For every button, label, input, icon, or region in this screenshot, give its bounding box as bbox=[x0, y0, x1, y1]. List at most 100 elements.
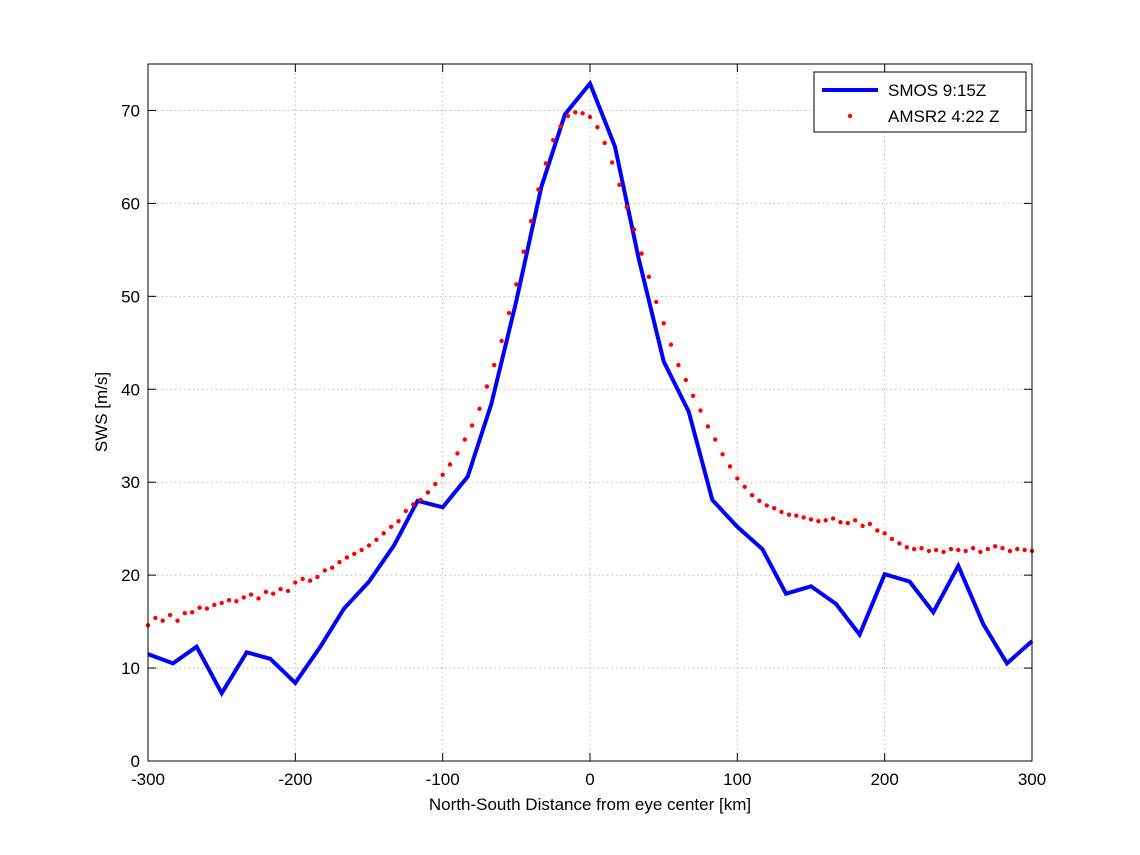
data-point-amsr2 bbox=[241, 595, 246, 600]
y-tick-label: 10 bbox=[121, 659, 140, 678]
data-point-amsr2 bbox=[558, 124, 563, 129]
data-point-amsr2 bbox=[411, 502, 416, 507]
data-point-amsr2 bbox=[668, 342, 674, 347]
data-point-amsr2 bbox=[830, 516, 836, 521]
data-point-amsr2 bbox=[838, 520, 843, 525]
data-point-amsr2 bbox=[948, 546, 954, 552]
data-point-amsr2 bbox=[867, 521, 873, 527]
data-point-amsr2 bbox=[713, 437, 718, 442]
grid-lines bbox=[148, 64, 1032, 761]
data-point-amsr2 bbox=[956, 547, 961, 553]
legend-label-amsr2: AMSR2 4:22 Z bbox=[888, 107, 1000, 126]
data-point-amsr2 bbox=[897, 541, 902, 546]
data-point-amsr2 bbox=[226, 598, 232, 603]
data-point-amsr2 bbox=[934, 547, 939, 553]
data-point-amsr2 bbox=[978, 549, 983, 555]
x-tick-label: 100 bbox=[723, 770, 751, 789]
data-point-amsr2 bbox=[764, 503, 769, 508]
data-point-amsr2 bbox=[772, 506, 777, 511]
data-point-amsr2 bbox=[271, 591, 276, 596]
data-point-amsr2 bbox=[293, 580, 298, 585]
x-tick-label: -200 bbox=[278, 770, 312, 789]
data-point-amsr2 bbox=[1007, 548, 1013, 554]
data-point-amsr2 bbox=[617, 182, 622, 187]
data-point-amsr2 bbox=[455, 451, 460, 456]
data-point-amsr2 bbox=[447, 462, 453, 467]
data-point-amsr2 bbox=[1015, 546, 1020, 552]
y-axis-label: SWS [m/s] bbox=[92, 372, 111, 452]
data-point-amsr2 bbox=[1000, 546, 1005, 551]
data-point-amsr2 bbox=[263, 589, 269, 595]
data-point-amsr2 bbox=[499, 338, 504, 344]
legend-box bbox=[813, 71, 1027, 133]
data-point-amsr2 bbox=[352, 551, 357, 556]
data-point-amsr2 bbox=[911, 546, 917, 552]
data-point-amsr2 bbox=[801, 515, 806, 520]
data-point-amsr2 bbox=[624, 204, 629, 210]
x-tick-label: -100 bbox=[426, 770, 460, 789]
data-point-amsr2 bbox=[565, 113, 571, 119]
data-point-amsr2 bbox=[433, 481, 438, 487]
data-point-amsr2 bbox=[418, 497, 423, 503]
data-point-amsr2 bbox=[602, 140, 607, 146]
data-point-amsr2 bbox=[381, 531, 386, 536]
data-point-amsr2 bbox=[219, 600, 224, 606]
data-point-amsr2 bbox=[860, 523, 865, 529]
data-point-amsr2 bbox=[153, 615, 158, 621]
data-point-amsr2 bbox=[256, 596, 261, 601]
y-tick-label: 20 bbox=[121, 566, 140, 585]
data-point-amsr2 bbox=[234, 599, 239, 604]
data-point-amsr2 bbox=[654, 299, 659, 305]
tick-labels: -300 -200 -100 0 100 200 300 0 10 20 30 40 50 60 70 bbox=[121, 101, 1046, 789]
data-point-amsr2 bbox=[425, 490, 431, 495]
series-line-smos bbox=[147, 79, 1034, 698]
data-point-amsr2 bbox=[469, 423, 475, 428]
y-tick-label: 50 bbox=[121, 287, 140, 306]
data-point-amsr2 bbox=[661, 321, 666, 326]
data-point-amsr2 bbox=[882, 531, 887, 536]
data-point-amsr2 bbox=[440, 472, 445, 477]
data-point-amsr2 bbox=[632, 227, 637, 232]
data-point-amsr2 bbox=[388, 524, 394, 529]
data-point-amsr2 bbox=[197, 605, 202, 610]
data-point-amsr2 bbox=[403, 508, 408, 514]
data-point-amsr2 bbox=[543, 161, 548, 166]
data-point-amsr2 bbox=[521, 249, 526, 254]
data-point-amsr2 bbox=[300, 576, 305, 582]
y-tick-label: 0 bbox=[131, 752, 140, 771]
data-point-amsr2 bbox=[514, 282, 519, 287]
y-tick-label: 40 bbox=[121, 380, 140, 399]
data-point-amsr2 bbox=[190, 610, 195, 615]
data-point-amsr2 bbox=[396, 519, 401, 524]
data-point-amsr2 bbox=[278, 586, 283, 592]
data-point-amsr2 bbox=[698, 408, 703, 413]
data-point-amsr2 bbox=[816, 519, 821, 524]
data-point-amsr2 bbox=[970, 546, 976, 551]
data-point-amsr2 bbox=[462, 437, 467, 442]
x-tick-label: 0 bbox=[585, 770, 594, 789]
data-point-amsr2 bbox=[683, 377, 688, 383]
data-point-amsr2 bbox=[757, 498, 762, 503]
series-layer bbox=[145, 79, 1035, 698]
data-point-amsr2 bbox=[248, 592, 254, 597]
x-axis-label: North-South Distance from eye center [km… bbox=[429, 795, 751, 814]
ticks bbox=[147, 64, 1033, 762]
data-point-amsr2 bbox=[344, 555, 350, 560]
x-tick-label: -300 bbox=[131, 770, 165, 789]
data-point-amsr2 bbox=[779, 509, 784, 515]
data-point-amsr2 bbox=[536, 187, 541, 192]
data-point-amsr2 bbox=[573, 110, 578, 115]
data-point-amsr2 bbox=[580, 111, 585, 116]
data-point-amsr2 bbox=[374, 537, 379, 542]
legend-swatch-amsr2 bbox=[847, 113, 853, 119]
data-point-amsr2 bbox=[492, 362, 497, 368]
data-point-amsr2 bbox=[609, 160, 615, 165]
data-point-amsr2 bbox=[587, 114, 593, 120]
data-point-amsr2 bbox=[1022, 547, 1027, 553]
data-point-amsr2 bbox=[330, 565, 335, 570]
data-point-amsr2 bbox=[904, 545, 909, 550]
data-point-amsr2 bbox=[985, 546, 990, 552]
data-point-amsr2 bbox=[919, 546, 924, 551]
y-tick-label: 60 bbox=[121, 194, 140, 213]
x-tick-label: 300 bbox=[1018, 770, 1046, 789]
